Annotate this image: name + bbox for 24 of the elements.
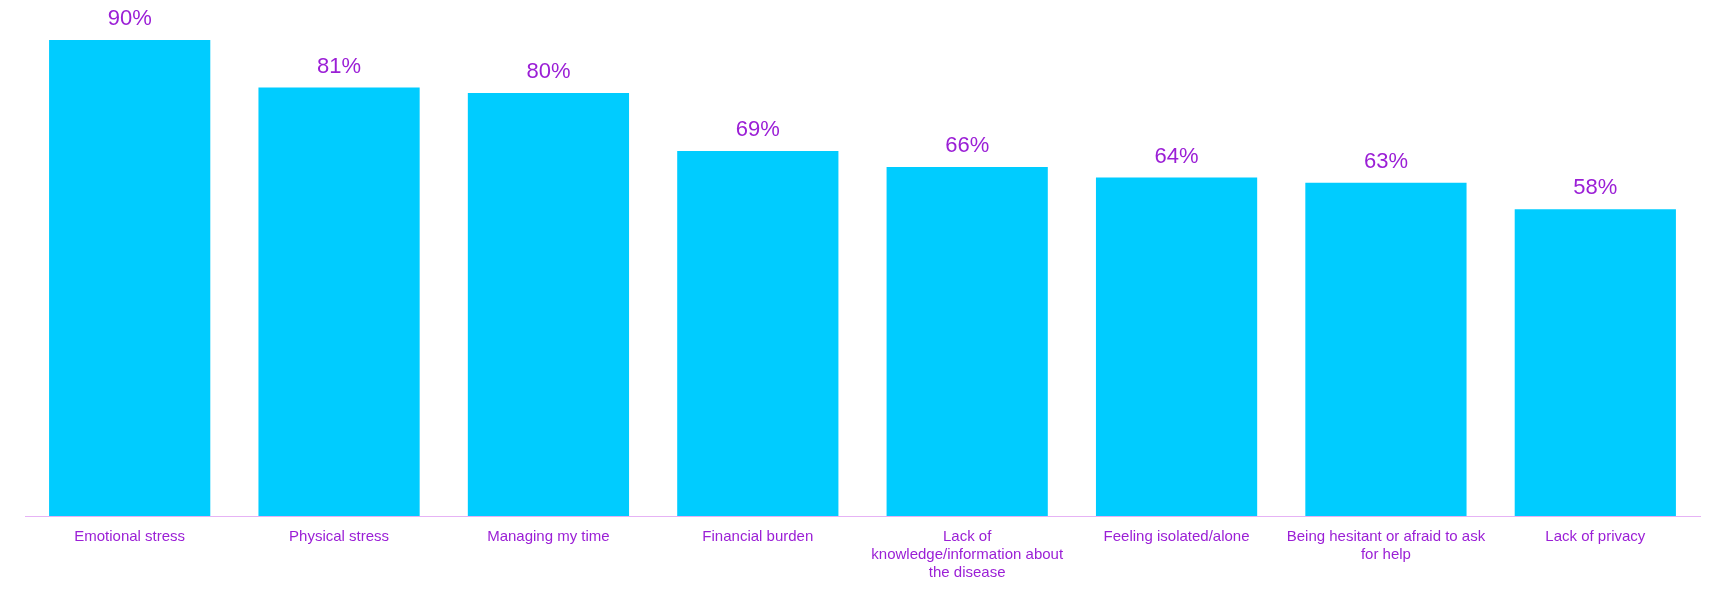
bar <box>1095 177 1258 516</box>
bar <box>258 87 420 516</box>
data-label: 64% <box>1154 142 1199 168</box>
x-tick-label: Feeling isolated/alone <box>1103 527 1250 545</box>
data-label: 66% <box>945 132 990 157</box>
data-label: 80% <box>526 57 571 83</box>
bar <box>467 92 630 516</box>
data-label: 90% <box>107 5 152 31</box>
data-label: 69% <box>735 116 780 142</box>
data-label: 63% <box>1363 147 1408 173</box>
bar <box>1305 182 1467 516</box>
x-tick-label: Lack of knowledge/information about the disease <box>871 527 1064 581</box>
data-label: 81% <box>317 52 362 78</box>
bar <box>1514 209 1676 516</box>
bar <box>677 151 839 516</box>
x-tick-label: Physical stress <box>289 527 390 545</box>
data-label: 58% <box>1573 174 1618 200</box>
x-tick-label: Being hesitant or afraid to ask for help <box>1286 527 1486 563</box>
x-tick-label: Financial burden <box>702 527 814 545</box>
x-tick-label: Managing my time <box>487 527 610 545</box>
x-tick-label: Lack of privacy <box>1545 527 1646 545</box>
bar <box>886 166 1048 516</box>
bar <box>49 40 211 516</box>
x-tick-label: Emotional stress <box>74 527 186 545</box>
